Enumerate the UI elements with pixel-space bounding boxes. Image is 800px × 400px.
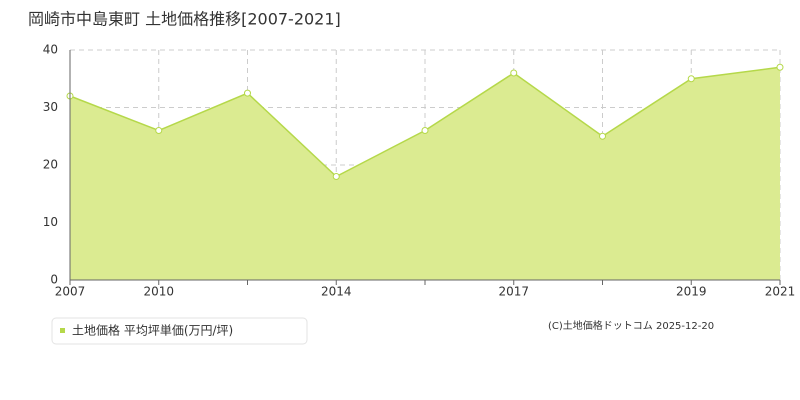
y-tick-label: 40 <box>43 43 58 57</box>
y-tick-label: 0 <box>50 273 58 287</box>
x-tick-label: 2007 <box>55 285 86 299</box>
point <box>599 132 606 140</box>
point <box>776 63 784 71</box>
legend <box>51 317 308 345</box>
x-tick-label: 2017 <box>498 285 529 299</box>
x-tick-label: 2010 <box>143 285 174 299</box>
credit: (C)土地価格ドットコム 2025-12-20 <box>548 319 714 332</box>
y-tick-label: 10 <box>43 215 58 229</box>
x-tick-label: 2014 <box>321 285 352 299</box>
point <box>510 69 518 77</box>
x-tick-label: 2019 <box>676 285 707 299</box>
point <box>155 127 163 134</box>
chart-title: 岡崎市中島東町 土地価格推移[2007-2021] <box>28 10 341 29</box>
point <box>332 173 340 180</box>
x-tick-label: 2021 <box>765 285 796 299</box>
legend-swatch <box>60 328 65 333</box>
y-tick-label: 20 <box>43 158 58 172</box>
point <box>244 89 251 97</box>
point <box>687 75 695 83</box>
point <box>421 127 429 134</box>
y-tick-label: 30 <box>43 100 58 114</box>
legend-label: 土地価格 平均坪単価(万円/坪) <box>72 323 233 338</box>
area <box>70 67 780 280</box>
